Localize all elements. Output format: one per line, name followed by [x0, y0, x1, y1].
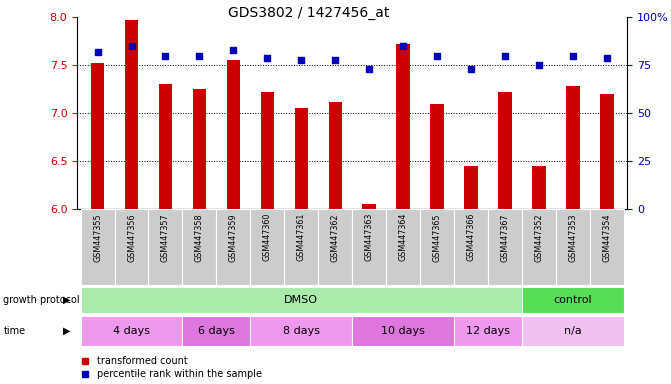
- Text: 4 days: 4 days: [113, 326, 150, 336]
- Bar: [125, 20, 138, 209]
- Text: growth protocol: growth protocol: [3, 295, 80, 305]
- Bar: [601, 94, 614, 209]
- Point: [533, 62, 544, 68]
- Text: ▶: ▶: [63, 326, 71, 336]
- Text: control: control: [554, 295, 592, 305]
- Text: GSM447359: GSM447359: [229, 213, 238, 262]
- Point: [398, 43, 409, 49]
- Bar: [590, 209, 624, 285]
- Bar: [556, 209, 590, 285]
- Point: [466, 66, 476, 72]
- Bar: [81, 287, 522, 313]
- Point: [432, 53, 443, 59]
- Bar: [454, 316, 522, 346]
- Bar: [454, 209, 488, 285]
- Text: GDS3802 / 1427456_at: GDS3802 / 1427456_at: [227, 6, 389, 20]
- Bar: [115, 209, 148, 285]
- Bar: [81, 209, 115, 285]
- Text: GSM447358: GSM447358: [195, 213, 204, 262]
- Text: 8 days: 8 days: [283, 326, 320, 336]
- Bar: [522, 287, 624, 313]
- Bar: [386, 209, 420, 285]
- Bar: [352, 316, 454, 346]
- Bar: [285, 209, 318, 285]
- Point: [568, 53, 578, 59]
- Bar: [362, 205, 376, 209]
- Bar: [250, 316, 352, 346]
- Point: [160, 53, 171, 59]
- Bar: [227, 61, 240, 209]
- Bar: [183, 209, 217, 285]
- Text: GSM447355: GSM447355: [93, 213, 102, 262]
- Text: DMSO: DMSO: [285, 295, 318, 305]
- Point: [126, 43, 137, 49]
- Bar: [522, 316, 624, 346]
- Point: [500, 53, 511, 59]
- Bar: [81, 316, 183, 346]
- Bar: [158, 84, 172, 209]
- Point: [228, 47, 239, 53]
- Legend: transformed count, percentile rank within the sample: transformed count, percentile rank withi…: [82, 356, 262, 379]
- Bar: [352, 209, 386, 285]
- Bar: [193, 89, 206, 209]
- Bar: [566, 86, 580, 209]
- Bar: [91, 63, 104, 209]
- Bar: [217, 209, 250, 285]
- Bar: [430, 104, 444, 209]
- Text: GSM447360: GSM447360: [263, 213, 272, 262]
- Text: time: time: [3, 326, 25, 336]
- Bar: [397, 44, 410, 209]
- Bar: [420, 209, 454, 285]
- Bar: [183, 316, 250, 346]
- Point: [262, 55, 272, 61]
- Text: GSM447363: GSM447363: [365, 213, 374, 262]
- Text: GSM447356: GSM447356: [127, 213, 136, 262]
- Text: GSM447354: GSM447354: [603, 213, 611, 262]
- Bar: [488, 209, 522, 285]
- Bar: [318, 209, 352, 285]
- Bar: [464, 166, 478, 209]
- Bar: [250, 209, 285, 285]
- Point: [194, 53, 205, 59]
- Point: [92, 49, 103, 55]
- Point: [602, 55, 613, 61]
- Bar: [260, 92, 274, 209]
- Bar: [499, 92, 512, 209]
- Bar: [148, 209, 183, 285]
- Text: 10 days: 10 days: [381, 326, 425, 336]
- Bar: [532, 166, 546, 209]
- Bar: [329, 102, 342, 209]
- Text: 6 days: 6 days: [198, 326, 235, 336]
- Text: GSM447362: GSM447362: [331, 213, 340, 262]
- Point: [296, 56, 307, 63]
- Text: GSM447367: GSM447367: [501, 213, 509, 262]
- Bar: [522, 209, 556, 285]
- Text: n/a: n/a: [564, 326, 582, 336]
- Text: GSM447365: GSM447365: [433, 213, 442, 262]
- Text: GSM447361: GSM447361: [297, 213, 306, 262]
- Text: ▶: ▶: [63, 295, 71, 305]
- Text: GSM447357: GSM447357: [161, 213, 170, 262]
- Bar: [295, 109, 308, 209]
- Text: GSM447364: GSM447364: [399, 213, 408, 262]
- Text: GSM447353: GSM447353: [568, 213, 578, 262]
- Text: 12 days: 12 days: [466, 326, 510, 336]
- Point: [364, 66, 374, 72]
- Point: [330, 56, 341, 63]
- Text: GSM447366: GSM447366: [466, 213, 476, 262]
- Text: GSM447352: GSM447352: [535, 213, 544, 262]
